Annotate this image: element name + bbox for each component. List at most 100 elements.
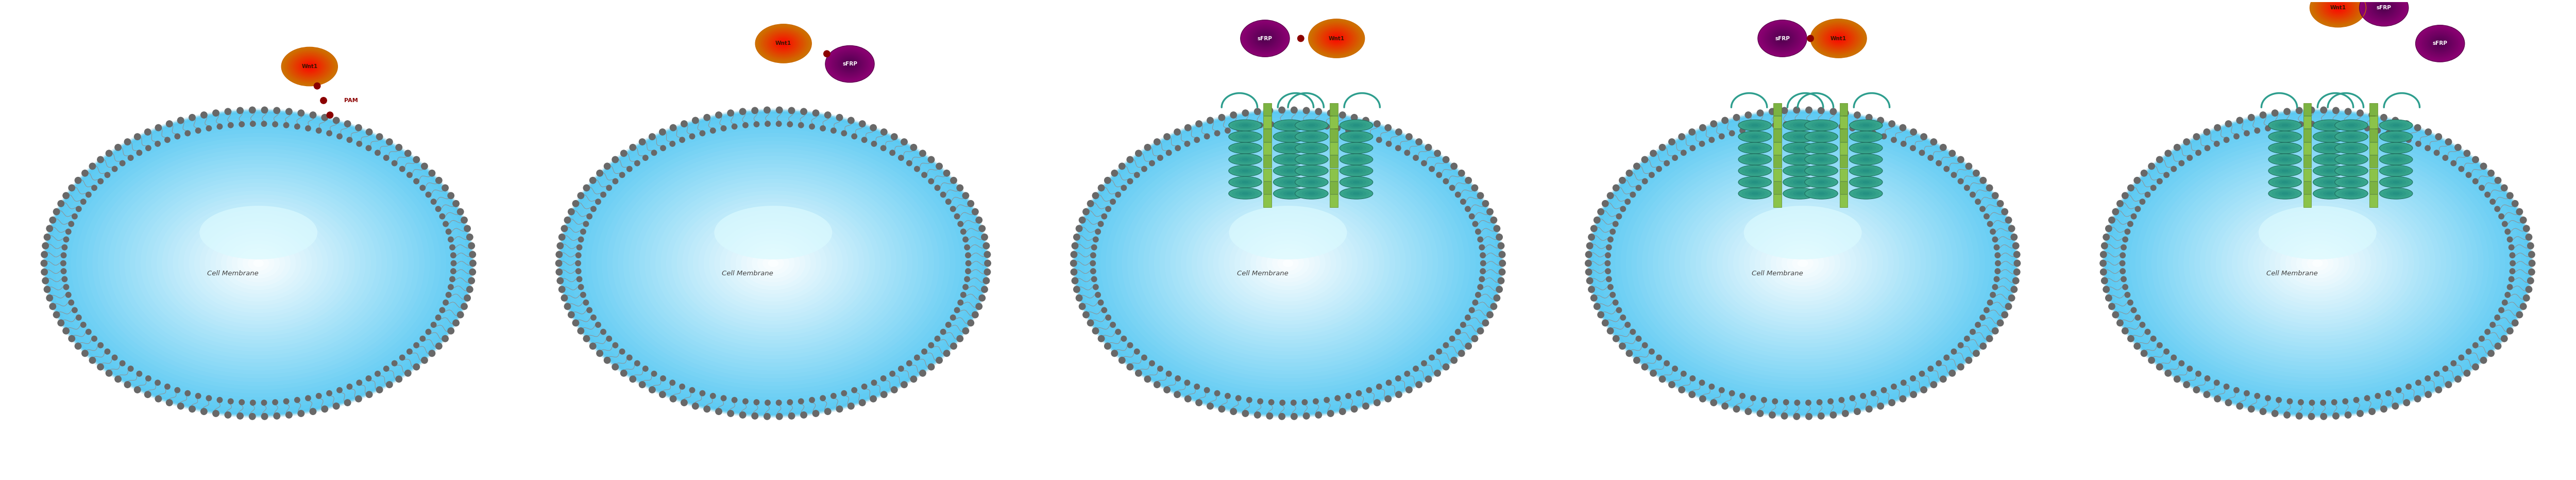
Circle shape [1597,311,1605,318]
Ellipse shape [1852,121,1880,130]
Circle shape [2107,303,2115,310]
Ellipse shape [783,43,786,45]
Circle shape [224,108,232,115]
Ellipse shape [2380,120,2414,131]
Ellipse shape [1680,175,1927,351]
Circle shape [871,395,876,402]
Ellipse shape [2393,158,2398,160]
Circle shape [1479,244,1484,251]
Ellipse shape [1783,165,1816,176]
Ellipse shape [1257,33,1273,44]
Ellipse shape [1795,124,1803,126]
Circle shape [461,303,469,310]
Ellipse shape [1808,189,1834,198]
Circle shape [2473,342,2478,348]
Circle shape [2112,208,2120,216]
Circle shape [2128,300,2133,306]
Ellipse shape [2385,190,2406,197]
Ellipse shape [1309,169,1314,172]
Text: Cell Membrane: Cell Membrane [721,270,773,277]
Ellipse shape [2324,146,2336,150]
Ellipse shape [216,233,301,294]
Circle shape [1641,178,1649,184]
Circle shape [283,398,289,404]
Circle shape [958,300,963,306]
Ellipse shape [2367,0,2401,21]
Circle shape [1414,381,1422,388]
Ellipse shape [2342,190,2362,197]
Ellipse shape [1793,180,1806,184]
Text: Wnt1: Wnt1 [2329,5,2347,11]
Circle shape [1175,375,1180,382]
Circle shape [1690,145,1695,151]
Circle shape [2530,260,2535,267]
Ellipse shape [1741,189,1767,198]
Circle shape [1471,184,1479,192]
Ellipse shape [2380,188,2414,199]
Ellipse shape [1620,133,1986,394]
Ellipse shape [667,187,881,340]
Circle shape [345,399,350,406]
Circle shape [951,314,956,321]
Circle shape [1984,307,1989,313]
Ellipse shape [2393,147,2398,149]
Circle shape [2308,121,2316,127]
Circle shape [57,200,64,207]
Ellipse shape [2269,131,2300,142]
Circle shape [2478,336,2486,342]
Ellipse shape [1589,110,2017,417]
Ellipse shape [2334,143,2367,154]
Circle shape [1110,322,1115,328]
Circle shape [951,206,956,212]
Ellipse shape [1834,35,1844,42]
Ellipse shape [757,252,788,275]
Circle shape [1327,410,1334,417]
Circle shape [1973,350,1981,357]
Ellipse shape [1262,36,1270,41]
Ellipse shape [2269,120,2300,131]
Circle shape [1115,192,1121,198]
Circle shape [2120,268,2125,274]
Circle shape [2151,185,2156,191]
Bar [1262,156,1273,168]
Circle shape [1303,412,1311,420]
Circle shape [1649,348,1654,355]
Circle shape [1589,294,1597,301]
Circle shape [2424,391,2432,398]
Circle shape [62,268,67,274]
Ellipse shape [82,137,435,390]
Circle shape [562,294,567,301]
Ellipse shape [1239,192,1252,196]
Ellipse shape [2344,168,2357,173]
Circle shape [634,360,641,366]
Circle shape [196,128,201,133]
Circle shape [670,124,677,131]
Circle shape [273,399,278,405]
Ellipse shape [760,27,806,60]
Ellipse shape [1247,25,1283,51]
Ellipse shape [1283,192,1296,196]
Circle shape [953,213,961,219]
Circle shape [1659,375,1667,383]
Ellipse shape [1811,179,1832,185]
Ellipse shape [2190,171,2447,355]
Ellipse shape [2393,135,2398,138]
Ellipse shape [299,59,322,74]
Bar [2303,168,2311,181]
Circle shape [2233,133,2239,139]
Circle shape [1486,311,1494,318]
Ellipse shape [1775,32,1790,45]
Circle shape [572,200,580,207]
Circle shape [144,129,152,135]
Circle shape [1669,381,1674,388]
Ellipse shape [778,40,788,48]
Ellipse shape [1765,24,1801,52]
Circle shape [829,128,837,133]
Ellipse shape [618,152,930,374]
Circle shape [1950,172,1958,178]
Circle shape [80,322,88,328]
Ellipse shape [309,66,312,68]
Bar [2303,116,2311,129]
Circle shape [634,160,641,166]
Circle shape [819,395,827,401]
